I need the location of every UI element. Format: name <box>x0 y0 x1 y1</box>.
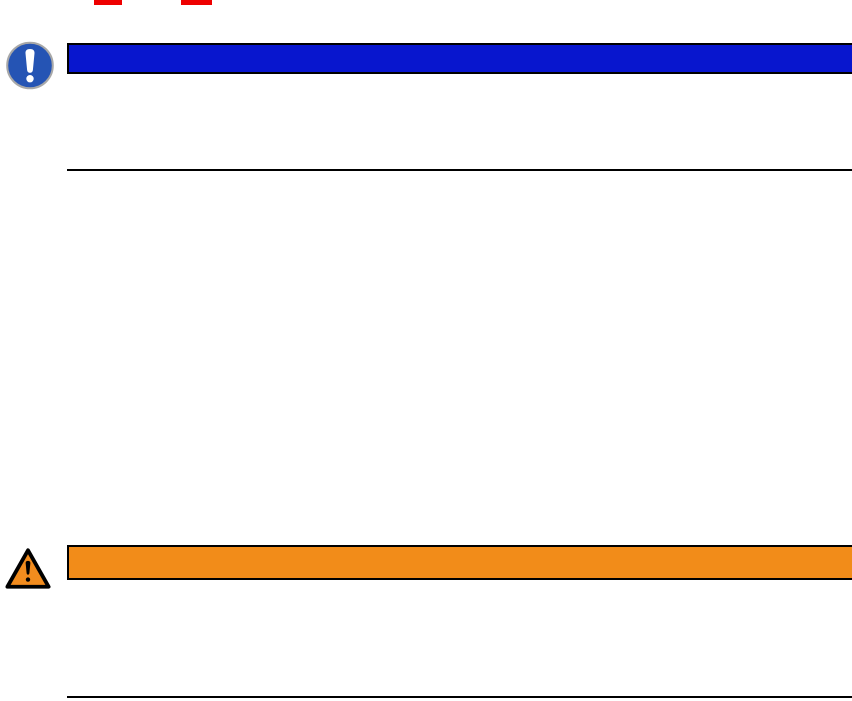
warning-header-bar <box>67 545 852 580</box>
link-annotation[interactable] <box>181 0 212 5</box>
note-header-bar <box>67 43 852 74</box>
link-annotation[interactable] <box>94 0 122 5</box>
mandatory-exclamation-circle-icon <box>6 41 54 90</box>
footer-divider-line <box>67 696 852 698</box>
warning-triangle-icon <box>5 546 51 592</box>
section-divider-line <box>67 169 852 171</box>
